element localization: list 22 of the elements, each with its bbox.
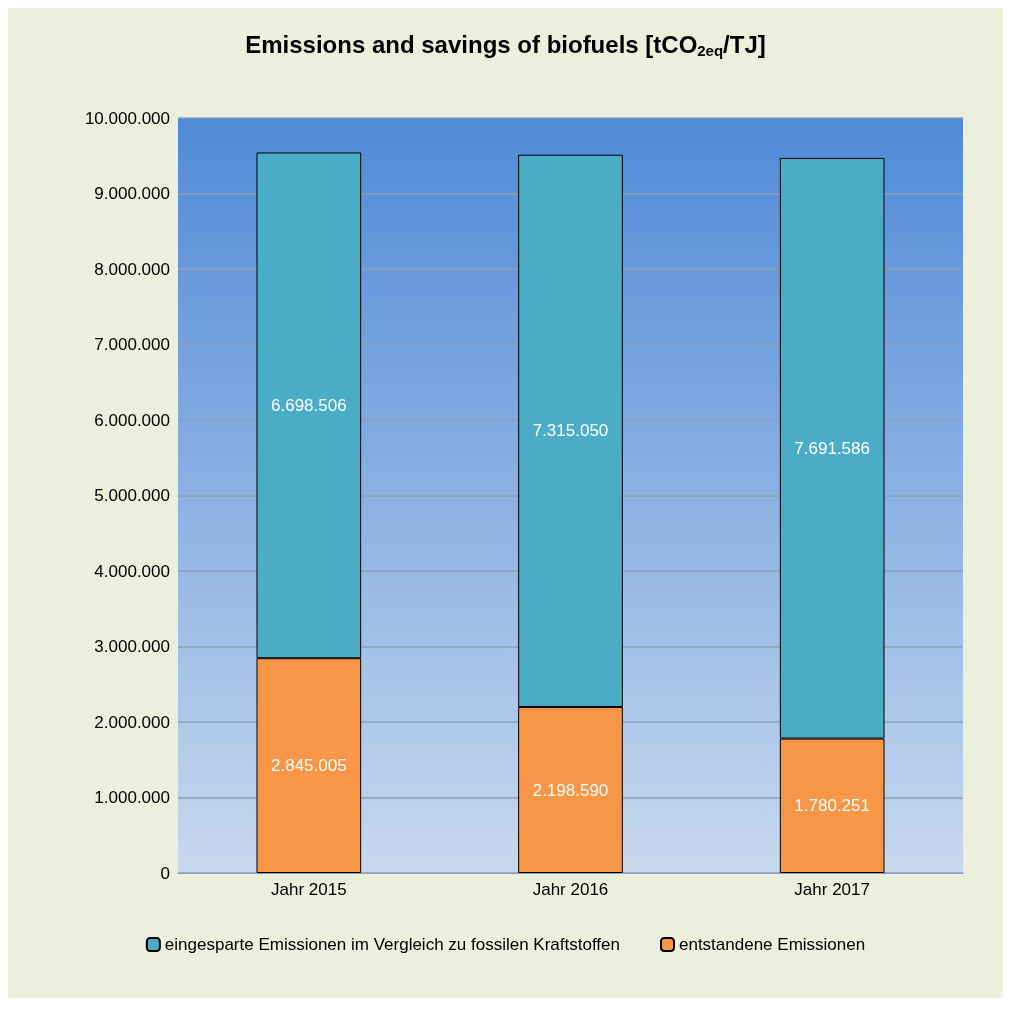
x-tick-label: Jahr 2015 xyxy=(271,880,347,899)
data-label: 7.691.586 xyxy=(794,438,870,458)
data-label: 2.198.590 xyxy=(532,780,609,800)
y-tick-label: 2.000.000 xyxy=(94,712,170,732)
x-tick-label: Jahr 2017 xyxy=(794,880,870,899)
y-tick-label: 10.000.000 xyxy=(84,108,170,128)
legend-label: entstandene Emissionen xyxy=(678,935,866,954)
y-tick-label: 0 xyxy=(160,863,170,883)
y-tick-label: 6.000.000 xyxy=(94,410,170,430)
y-tick-label: 8.000.000 xyxy=(94,259,170,279)
data-label: 7.315.050 xyxy=(532,421,609,441)
y-tick-label: 9.000.000 xyxy=(94,184,170,203)
y-tick-label: 4.000.000 xyxy=(94,561,170,581)
y-tick-label: 3.000.000 xyxy=(94,637,170,656)
data-label: 1.780.251 xyxy=(794,796,870,816)
x-tick-label: Jahr 2016 xyxy=(532,880,609,899)
y-tick-label: 7.000.000 xyxy=(94,335,170,354)
data-label: 6.698.506 xyxy=(271,395,347,415)
data-label: 2.845.005 xyxy=(271,756,347,776)
y-tick-label: 5.000.000 xyxy=(94,486,170,505)
y-tick-label: 1.000.000 xyxy=(94,788,170,807)
legend-label: eingesparte Emissionen im Vergleich zu fossilen Kraftstoffen xyxy=(164,935,620,954)
